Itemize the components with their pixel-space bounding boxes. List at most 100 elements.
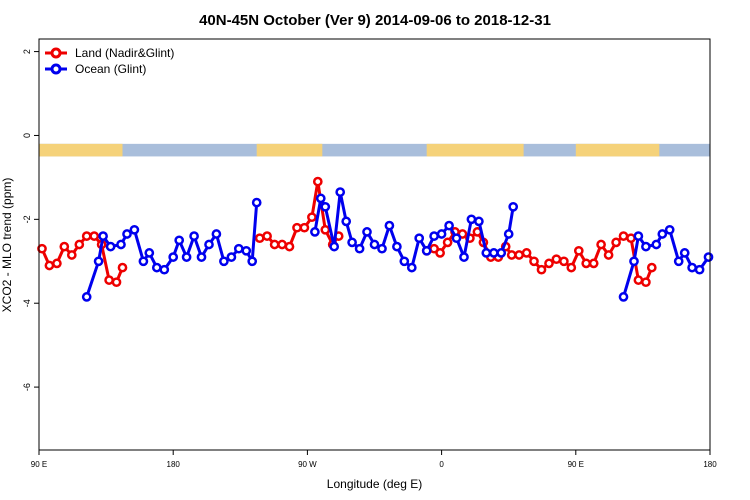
plot-frame <box>38 38 711 451</box>
data-point <box>657 229 668 239</box>
data-point <box>679 248 690 258</box>
data-point <box>354 243 365 254</box>
data-point <box>52 258 62 269</box>
data-point <box>506 250 517 260</box>
data-point <box>211 229 222 239</box>
data-point <box>435 248 445 258</box>
data-point <box>122 229 132 239</box>
data-point <box>573 245 584 256</box>
y-axis: 2 0 -2 -4 -6 <box>22 49 39 391</box>
data-point <box>421 245 432 256</box>
data-point <box>44 260 55 271</box>
data-point <box>384 220 395 231</box>
data-point <box>566 262 577 273</box>
legend-item-ocean: Ocean (Glint) <box>45 62 146 76</box>
data-point <box>93 256 104 267</box>
data-point <box>392 241 402 252</box>
data-point <box>444 220 454 231</box>
data-point <box>406 262 417 273</box>
data-point <box>442 237 453 248</box>
strip-land-block <box>426 143 524 157</box>
legend-ocean-label: Ocean (Glint) <box>75 62 146 76</box>
x-tick-label: 90 E <box>31 460 47 469</box>
data-point <box>81 231 92 241</box>
data-point <box>247 256 258 267</box>
legend: Land (Nadir&Glint) Ocean (Glint) <box>45 46 174 76</box>
data-point <box>204 239 214 250</box>
data-point <box>626 233 636 244</box>
data-point <box>299 222 310 233</box>
data-point <box>488 248 499 258</box>
data-point <box>521 248 532 258</box>
data-point <box>89 231 100 241</box>
data-point <box>377 243 387 254</box>
data-point <box>320 224 331 235</box>
data-point <box>37 243 47 254</box>
data-point <box>269 239 280 250</box>
data-point <box>651 239 662 250</box>
x-tick-label: 90 W <box>298 460 317 469</box>
y-tick-label: -4 <box>22 299 32 307</box>
data-point <box>254 233 265 244</box>
data-point <box>189 231 199 241</box>
data-point <box>611 237 621 248</box>
data-point <box>436 229 447 239</box>
data-point <box>673 256 684 267</box>
data-point <box>138 256 149 267</box>
data-point <box>399 256 410 267</box>
x-tick-label: 180 <box>703 460 717 469</box>
data-point <box>219 256 229 267</box>
data-point <box>646 262 657 273</box>
y-tick-label: -6 <box>22 383 32 391</box>
data-point <box>536 264 547 275</box>
data-point <box>315 193 326 204</box>
data-point <box>262 231 272 241</box>
data-point <box>629 256 639 267</box>
data-point <box>596 239 606 250</box>
y-axis-title: XCO2 - MLO trend (ppm) <box>0 178 14 313</box>
data-point <box>74 239 85 250</box>
x-tick-label: 180 <box>167 460 181 469</box>
data-point <box>508 201 519 212</box>
x-axis: 90 E 180 90 W 0 90 E 180 <box>31 450 717 469</box>
data-point <box>529 256 539 267</box>
data-point <box>481 248 492 258</box>
data-point <box>277 239 287 250</box>
data-point <box>174 235 185 246</box>
data-point <box>284 241 295 252</box>
data-point <box>104 275 114 285</box>
data-point <box>687 262 697 273</box>
data-point <box>66 250 77 260</box>
data-point <box>105 241 116 252</box>
data-point <box>307 212 317 223</box>
legend-item-land: Land (Nadir&Glint) <box>45 46 174 60</box>
data-point <box>618 231 629 241</box>
data-point <box>618 292 629 302</box>
legend-ocean-marker <box>50 63 62 75</box>
strip-land-block <box>256 143 323 157</box>
data-point <box>588 258 599 269</box>
data-point <box>233 243 244 254</box>
data-point <box>362 227 372 237</box>
data-point <box>241 245 252 256</box>
x-tick-label: 90 E <box>568 460 584 469</box>
data-point <box>59 241 70 252</box>
data-point <box>664 224 675 235</box>
data-point <box>111 277 122 288</box>
data-point <box>292 222 302 233</box>
data-point <box>544 258 554 269</box>
data-point <box>168 252 179 262</box>
legend-land-marker <box>50 47 62 59</box>
data-point <box>514 250 524 260</box>
data-point <box>341 216 352 227</box>
data-point <box>641 277 651 288</box>
data-point <box>496 248 507 258</box>
data-point <box>312 176 323 187</box>
data-point <box>144 248 155 258</box>
data-point <box>414 233 425 244</box>
y-tick-label: 2 <box>22 49 32 54</box>
data-point <box>633 231 644 241</box>
data-point <box>603 250 614 260</box>
x-tick-label: 0 <box>439 460 444 469</box>
